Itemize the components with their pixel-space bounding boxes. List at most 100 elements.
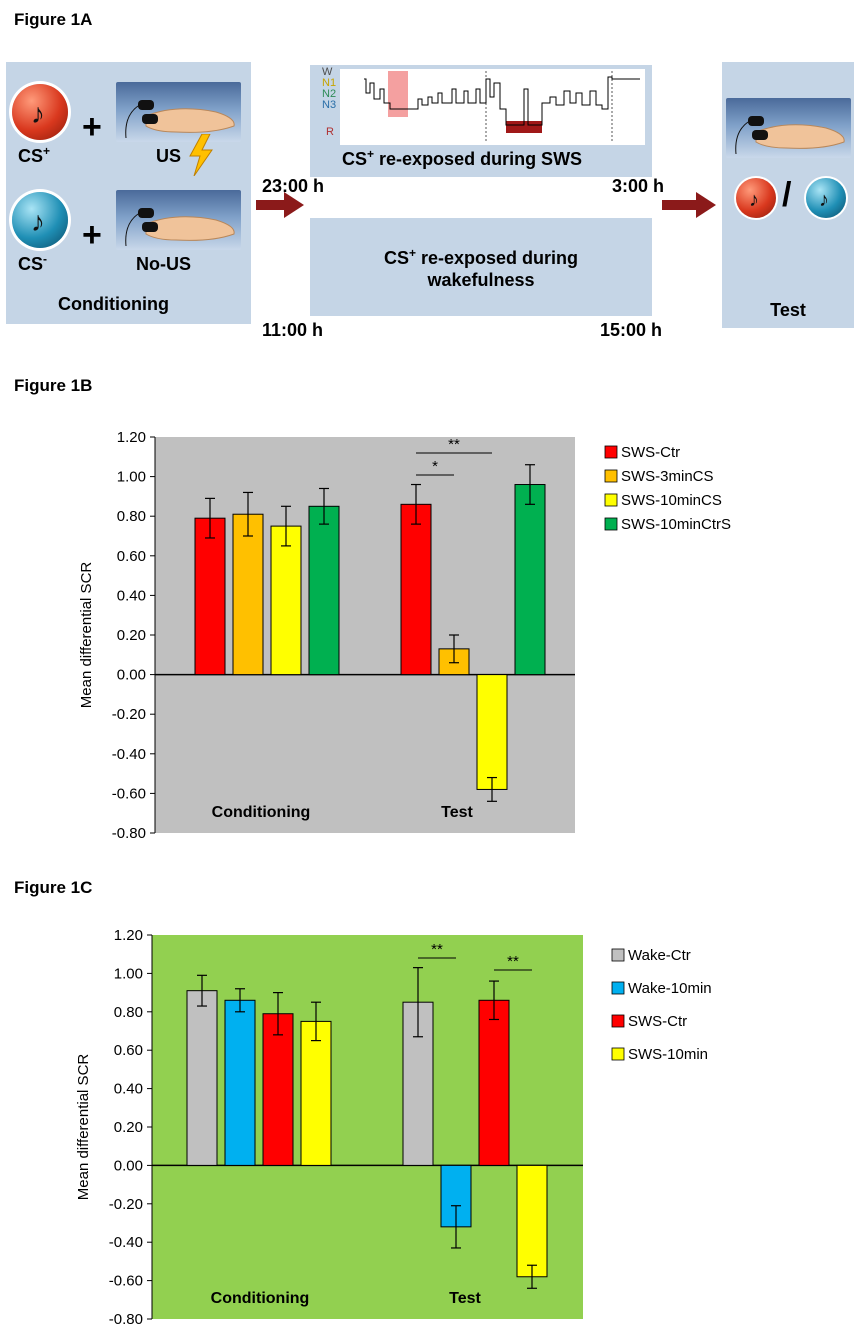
fig1b-legend-label: SWS-10minCS	[621, 492, 722, 509]
fig1c-legend-swatch	[611, 1047, 625, 1061]
fig1b-y-tick-label: 1.20	[117, 429, 146, 446]
fig1c-y-tick-label: 0.00	[114, 1157, 143, 1174]
sws-reexposure-label: CS+ re-exposed during SWS	[342, 147, 583, 169]
fig1c-bar-SWS-10min	[516, 1164, 548, 1278]
fig1c-y-tick-label: 1.20	[114, 927, 143, 944]
music-note-blue-icon: ♪	[806, 178, 846, 218]
fig1c-y-tick-label: -0.80	[109, 1311, 143, 1328]
fig1b-y-tick-label: 0.00	[117, 667, 146, 684]
fig1b-legend-swatch	[604, 517, 618, 531]
fig1c-y-tick-label: -0.40	[109, 1234, 143, 1251]
fig1b-legend-swatch	[604, 493, 618, 507]
fig1c-y-tick-label: 1.00	[114, 965, 143, 982]
fig1b-y-tick-label: -0.80	[112, 825, 146, 842]
wake-reexposure-label: CS+ re-exposed during	[383, 246, 579, 268]
fig1c-group-label: Conditioning	[211, 1290, 310, 1307]
fig1b-y-tick-label: 1.00	[117, 469, 146, 486]
svg-text:♪: ♪	[31, 206, 45, 237]
us-label: US	[156, 146, 182, 166]
test-panel: ♪ / ♪ Test	[722, 62, 854, 328]
time-sws-start: 23:00 h	[262, 176, 325, 196]
fig1c-bar-Wake-10min	[224, 999, 256, 1166]
fig1c-y-tick-label: 0.40	[114, 1081, 143, 1098]
time-wake-end: 15:00 h	[600, 320, 663, 340]
hand-electrodes-image	[116, 190, 241, 250]
svg-text:♪: ♪	[749, 189, 759, 211]
fig1c-bar-SWS-Ctr	[478, 999, 510, 1166]
fig1c-bar-SWS-10min	[300, 1020, 332, 1166]
no-us-label: No-US	[136, 254, 191, 274]
fig1b-bar-SWS-Ctr	[400, 503, 432, 676]
fig1b-group-label: Test	[441, 804, 473, 821]
hypnogram-chart	[340, 69, 645, 145]
fig1b-y-tick-label: 0.60	[117, 548, 146, 565]
conditioning-caption: Conditioning	[58, 294, 169, 314]
figure-1b-title: Figure 1B	[14, 376, 93, 395]
figure-1c-title: Figure 1C	[14, 878, 93, 897]
hand-electrodes-image	[116, 82, 241, 142]
music-note-blue-icon: ♪	[12, 192, 68, 248]
fig1b-significance-label: **	[448, 436, 460, 453]
fig1c-y-tick-label: 0.60	[114, 1042, 143, 1059]
fig1b-y-tick-label: 0.80	[117, 508, 146, 525]
fig1c-legend-swatch	[611, 948, 625, 962]
fig1b-y-tick-label: 0.20	[117, 627, 146, 644]
fig1b-legend-label: SWS-3minCS	[621, 468, 714, 485]
music-note-red-icon: ♪	[12, 84, 68, 140]
hypnogram-stage-labels: W N1 N2 N3 R	[322, 66, 337, 138]
arrow-right-icon	[662, 192, 716, 218]
fig1b-significance-label: *	[432, 458, 438, 475]
fig1b-y-tick-label: -0.60	[112, 785, 146, 802]
figure-1b-bar-chart: 1.20 1.00 0.80 0.60 0.40 0.20 0.00 -0.20 -0.40 -0…	[78, 429, 731, 842]
slash-separator: /	[782, 176, 792, 214]
fig1c-significance-label: **	[431, 941, 443, 958]
cs-plus-label: CS+	[18, 144, 51, 166]
fig1b-y-tick-label: -0.40	[112, 746, 146, 763]
fig1c-y-tick-label: -0.20	[109, 1196, 143, 1213]
test-caption: Test	[770, 300, 806, 320]
fig1b-bar-SWS-Ctr	[194, 517, 226, 676]
fig1b-group-label: Conditioning	[212, 804, 311, 821]
fig1b-y-axis-label: Mean differential SCR	[78, 562, 95, 709]
fig1b-bar-SWS-3minCS	[232, 513, 264, 676]
fig1c-y-tick-label: 0.80	[114, 1004, 143, 1021]
fig1c-legend-label: Wake-Ctr	[628, 947, 691, 964]
figure-1a-title: Figure 1A	[14, 10, 93, 29]
fig1c-legend-label: SWS-10min	[628, 1046, 708, 1063]
wake-panel: CS+ re-exposed during wakefulness	[310, 218, 652, 316]
fig1c-bar-Wake-Ctr	[186, 990, 218, 1166]
fig1b-legend-swatch	[604, 445, 618, 459]
svg-text:♪: ♪	[819, 189, 829, 211]
lightning-bolt-icon	[189, 134, 213, 176]
fig1c-y-axis-label: Mean differential SCR	[75, 1054, 92, 1201]
conditioning-panel: ♪ CS+ + US ♪ CS- + No-US Conditioning	[6, 62, 251, 324]
music-note-red-icon: ♪	[736, 178, 776, 218]
hand-electrodes-image	[726, 98, 851, 158]
fig1c-legend-label: Wake-10min	[628, 980, 712, 997]
fig1b-bar-SWS-10minCtrS	[514, 484, 546, 676]
fig1c-y-tick-label: -0.60	[109, 1273, 143, 1290]
fig1b-legend-label: SWS-10minCtrS	[621, 516, 731, 533]
fig1c-bar-SWS-Ctr	[262, 1013, 294, 1166]
fig1b-bar-SWS-10minCS	[476, 674, 508, 790]
fig1b-y-tick-label: 0.40	[117, 587, 146, 604]
fig1c-significance-label: **	[507, 953, 519, 970]
sws-panel: W N1 N2 N3 R CS+ re-exposed during SWS	[310, 65, 652, 177]
plus-sign-1: +	[82, 108, 102, 146]
time-wake-start: 11:00 h	[262, 320, 324, 340]
svg-text:♪: ♪	[31, 98, 45, 129]
plus-sign-2: +	[82, 216, 102, 254]
figure-1c-bar-chart: 1.20 1.00 0.80 0.60 0.40 0.20 0.00 -0.20 -0.40 -0…	[75, 927, 712, 1328]
fig1c-group-label: Test	[449, 1290, 481, 1307]
cs-minus-label: CS-	[18, 252, 48, 274]
arrow-right-icon	[256, 192, 304, 218]
fig1c-legend-label: SWS-Ctr	[628, 1013, 687, 1030]
fig1c-legend-swatch	[611, 1014, 625, 1028]
wake-reexposure-label-line2: wakefulness	[427, 270, 535, 290]
fig1b-legend-label: SWS-Ctr	[621, 444, 680, 461]
fig1b-y-tick-label: -0.20	[112, 706, 146, 723]
fig1c-plot-area	[152, 935, 583, 1319]
fig1c-y-tick-label: 0.20	[114, 1119, 143, 1136]
fig1b-bar-SWS-10minCtrS	[308, 505, 340, 676]
fig1b-bar-SWS-10minCS	[270, 525, 302, 676]
